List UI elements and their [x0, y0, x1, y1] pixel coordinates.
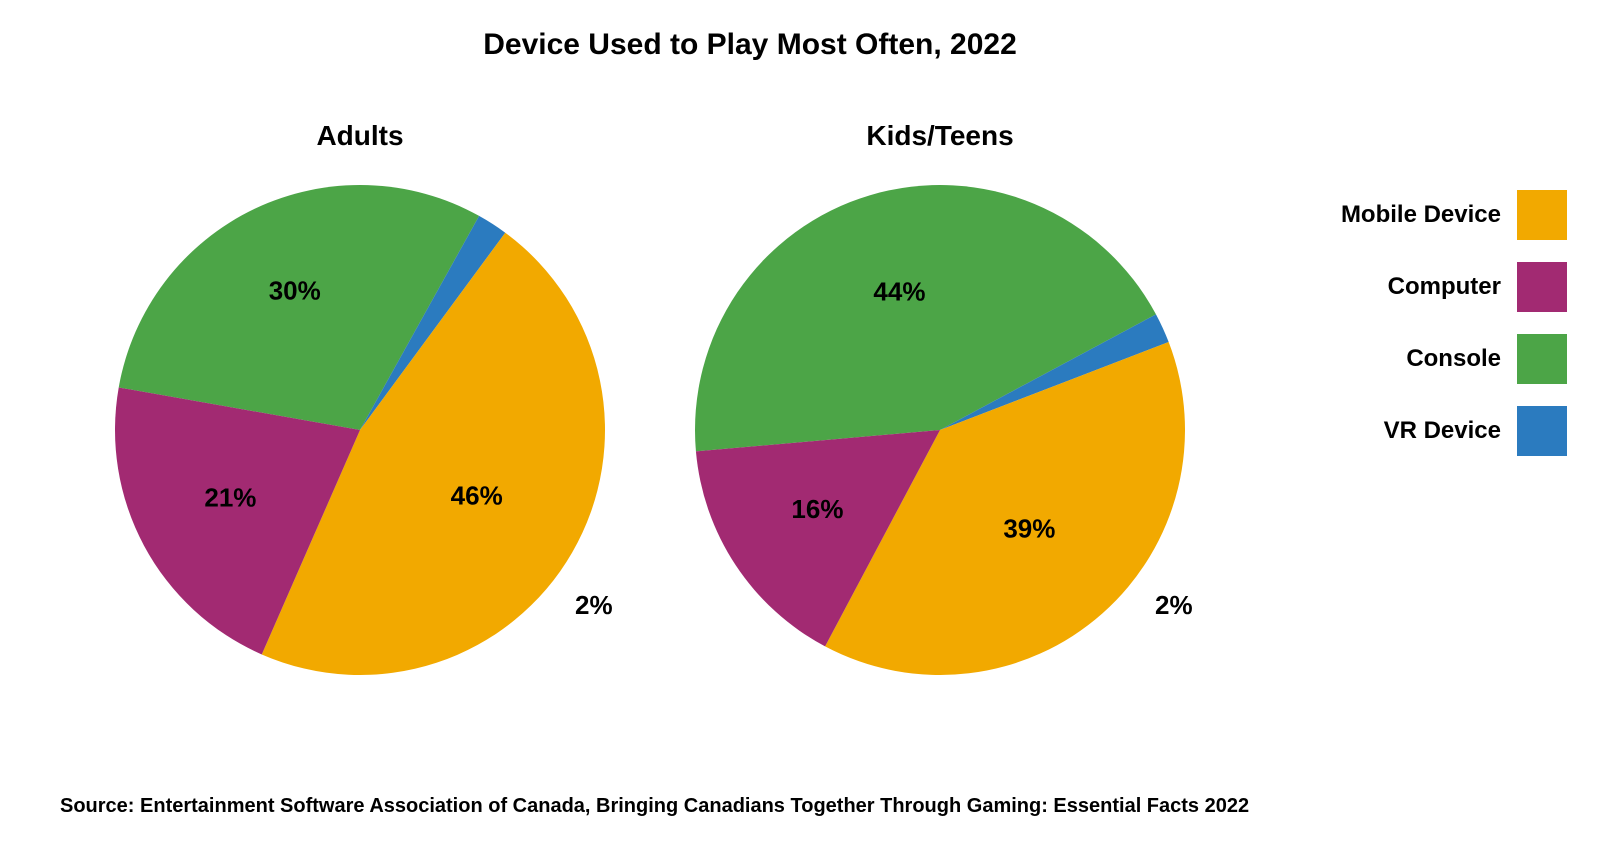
- slice-label-computer: 21%: [204, 482, 256, 512]
- legend-item-mobile: Mobile Device: [1341, 190, 1567, 240]
- pie-subtitle-kids: Kids/Teens: [790, 120, 1090, 152]
- slice-label-console: 44%: [873, 277, 925, 307]
- chart-page: Device Used to Play Most Often, 2022 Mob…: [0, 0, 1607, 850]
- pie-chart-kids: 44% 39% 16%: [695, 185, 1185, 675]
- legend-swatch: [1517, 262, 1567, 312]
- legend-swatch: [1517, 190, 1567, 240]
- slice-label-console: 30%: [269, 276, 321, 306]
- legend-item-console: Console: [1341, 334, 1567, 384]
- legend-swatch: [1517, 406, 1567, 456]
- legend-label: Console: [1406, 345, 1501, 373]
- pie-chart-adults: 30% 46% 21%: [115, 185, 605, 675]
- legend: Mobile Device Computer Console VR Device: [1341, 190, 1567, 456]
- legend-swatch: [1517, 334, 1567, 384]
- legend-item-computer: Computer: [1341, 262, 1567, 312]
- slice-label-mobile: 46%: [451, 480, 503, 510]
- pie-subtitle-adults: Adults: [210, 120, 510, 152]
- slice-label-computer: 16%: [791, 494, 843, 524]
- legend-label: VR Device: [1384, 417, 1501, 445]
- legend-item-vr: VR Device: [1341, 406, 1567, 456]
- slice-label-mobile: 39%: [1003, 514, 1055, 544]
- legend-label: Computer: [1388, 273, 1501, 301]
- source-citation: Source: Entertainment Software Associati…: [60, 795, 1249, 818]
- legend-label: Mobile Device: [1341, 201, 1501, 229]
- chart-title: Device Used to Play Most Often, 2022: [0, 28, 1500, 62]
